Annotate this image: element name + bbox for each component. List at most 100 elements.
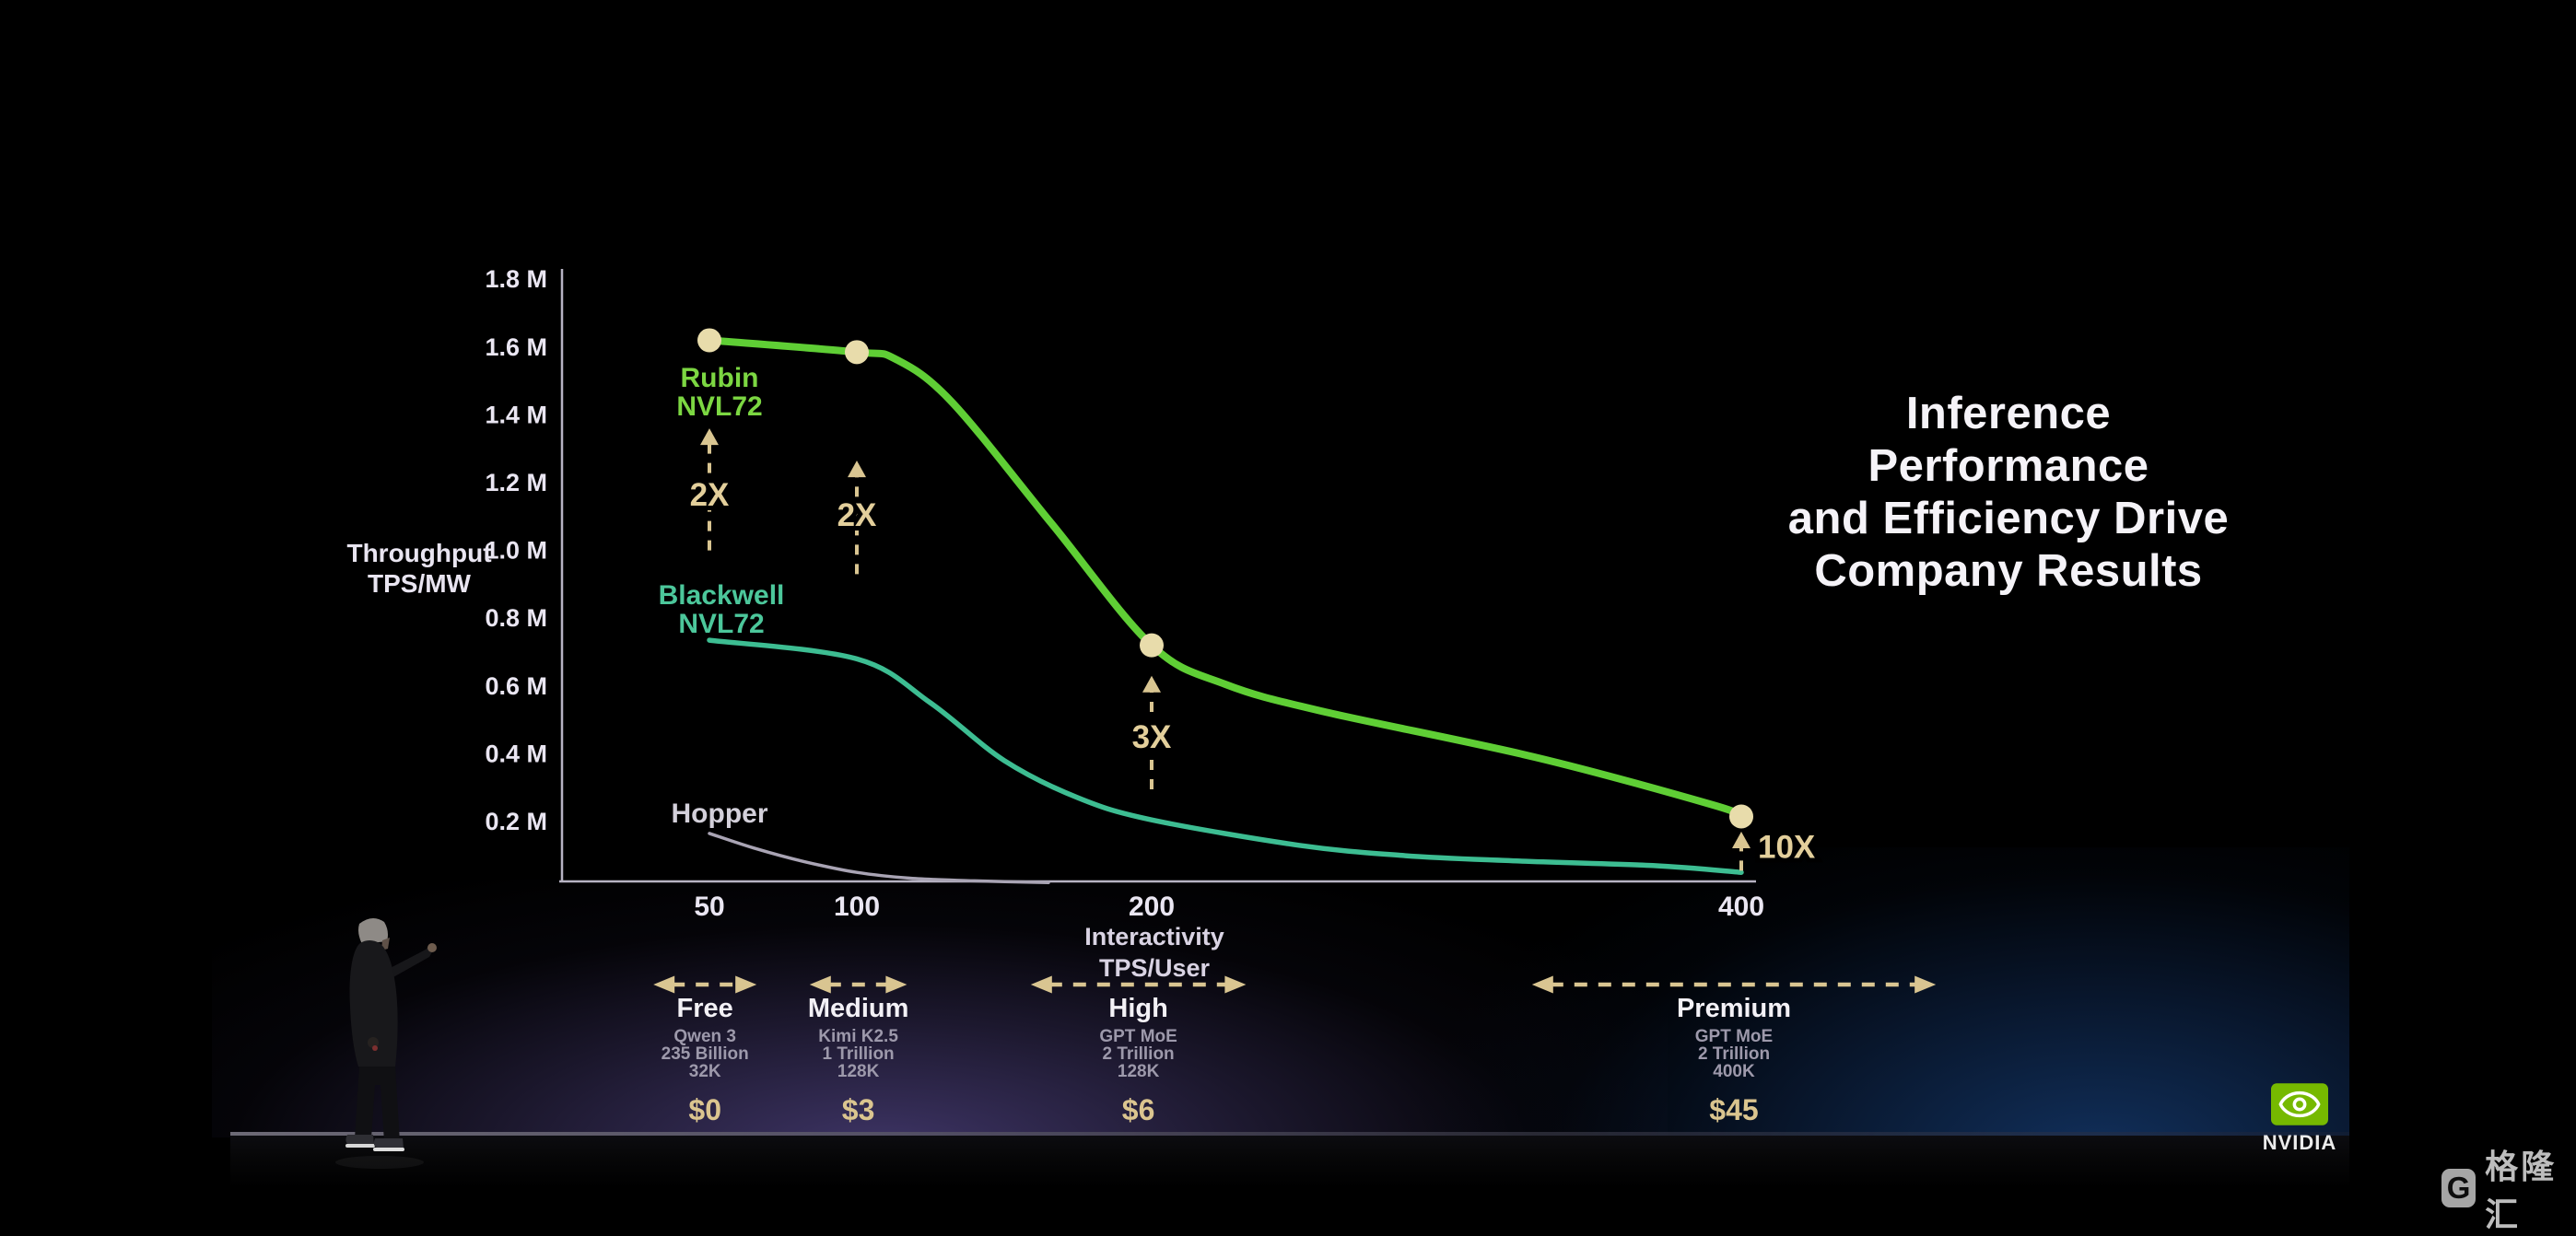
presenter-reflection [335, 1156, 424, 1169]
tier-name: Medium [807, 994, 909, 1023]
slide-title: Inference Performance and Efficiency Dri… [1774, 388, 2243, 598]
tier-price: $6 [1121, 1093, 1155, 1126]
tier-context: 128K [837, 1062, 880, 1081]
y-tick-label: 1.8 M [485, 265, 547, 293]
tier-details: GPT MoE 2 Trillion 400K [1577, 1028, 1891, 1080]
series-label-blackwell: NVL72 [678, 609, 764, 639]
tier-free: Free Qwen 3 235 Billion 32K $0 [548, 994, 861, 1127]
y-tick-label: 0.8 M [485, 604, 547, 632]
nvidia-logo: NVIDIA [2255, 1083, 2344, 1155]
presenter-shoe [373, 1138, 404, 1149]
tier-context: 32K [688, 1062, 721, 1081]
tier-name: High [1108, 994, 1168, 1023]
y-axis-title-line: Throughput [346, 539, 492, 567]
series-label-rubin: NVL72 [676, 391, 762, 422]
stage-glow-navy [1382, 847, 2349, 1137]
tier-params: 2 Trillion [1697, 1044, 1771, 1064]
y-tick-label: 1.6 M [485, 333, 547, 361]
series-line-rubin [706, 336, 1745, 821]
tier-model: Kimi K2.5 [818, 1027, 898, 1046]
series-line-blackwell [707, 637, 1744, 875]
y-tick-label: 1.4 M [485, 401, 547, 428]
gelonghui-logo-icon: G [2441, 1169, 2476, 1207]
data-point-marker [845, 340, 869, 365]
annotation-label: 3X [1132, 719, 1172, 755]
presenter-hand [427, 943, 437, 952]
tier-arrowhead-left [653, 975, 675, 994]
tier-details: Qwen 3 235 Billion 32K [548, 1028, 861, 1080]
tier-price: $3 [841, 1093, 875, 1126]
x-tick-label: 400 [1718, 892, 1764, 922]
series-line-hopper [708, 832, 1050, 884]
data-point-marker [1729, 804, 1753, 829]
annotation-label: 2X [837, 497, 877, 533]
nvidia-eye-icon [2271, 1083, 2328, 1125]
watermark: G 格隆汇 [2441, 1140, 2576, 1236]
tier-arrowhead-right [885, 975, 907, 994]
data-point-marker [1140, 633, 1164, 658]
x-tick-label: 200 [1129, 892, 1175, 922]
tier-context: 400K [1713, 1062, 1755, 1081]
slide-title-line: Inference Performance [1868, 389, 2149, 491]
nvidia-wordmark: NVIDIA [2262, 1131, 2337, 1154]
y-tick-label: 0.4 M [485, 740, 547, 767]
y-axis-title-line: TPS/MW [368, 569, 471, 598]
annotation-label: 10X [1758, 830, 1816, 866]
annotation-arrowhead [848, 461, 866, 478]
tier-details: GPT MoE 2 Trillion 128K [982, 1028, 1295, 1080]
series-label-blackwell: Blackwell [659, 580, 785, 611]
tier-arrowhead-right [735, 975, 757, 994]
tier-price: $45 [1709, 1093, 1759, 1126]
tier-name: Premium [1676, 994, 1792, 1023]
tier-arrowhead-left [809, 975, 831, 994]
tier-high: High GPT MoE 2 Trillion 128K $6 [982, 994, 1295, 1127]
x-tick-label: 100 [834, 892, 880, 922]
tier-details: Kimi K2.5 1 Trillion 128K [702, 1028, 1015, 1080]
tier-params: 2 Trillion [1102, 1044, 1175, 1064]
tier-price: $0 [688, 1093, 721, 1126]
presenter-silhouette [335, 917, 437, 1169]
tier-premium: Premium GPT MoE 2 Trillion 400K $45 [1577, 994, 1891, 1127]
tier-model: GPT MoE [1099, 1027, 1177, 1046]
series-label-rubin: Rubin [681, 363, 759, 393]
keynote-slide: { "slide": { "title_lines": ["Inference … [212, 265, 2555, 1233]
stage-floor [230, 1136, 2349, 1188]
tier-model: Qwen 3 [673, 1027, 736, 1046]
annotation-arrowhead [700, 428, 719, 446]
slide-title-line: and Efficiency Drive [1787, 494, 2230, 543]
x-tick-label: 50 [694, 892, 724, 922]
watermark-text: 格隆汇 [2485, 1148, 2558, 1233]
presenter-shoe-sole [373, 1148, 404, 1151]
y-tick-label: 1.0 M [485, 537, 547, 565]
y-axis-title: Throughput TPS/MW [272, 538, 567, 599]
presenter-hair [358, 917, 388, 944]
annotation-arrowhead [1732, 832, 1751, 849]
y-tick-label: 1.2 M [485, 469, 547, 496]
tier-arrowhead-right [1914, 975, 1937, 994]
tier-name: Free [676, 994, 733, 1023]
presenter-legs [355, 1067, 400, 1142]
performance-chart: 1.8 M 1.6 M 1.4 M 1.2 M 1.0 M 0.8 M 0.6 M 0.4 M… [335, 265, 1937, 1169]
x-axis-title-line: Interactivity [1084, 923, 1224, 950]
tier-arrowhead-left [1030, 975, 1052, 994]
presenter-left-hand [368, 1037, 379, 1048]
tier-arrowhead-left [1531, 975, 1553, 994]
presenter-shoe-sole [345, 1144, 375, 1148]
slide-title-line: Company Results [1814, 546, 2203, 596]
tier-medium: Medium Kimi K2.5 1 Trillion 128K $3 [702, 994, 1015, 1127]
presenter-arm [381, 943, 436, 982]
stage-edge-line [230, 1132, 2349, 1136]
y-tick-label: 0.6 M [485, 672, 547, 700]
tier-arrowhead-right [1224, 975, 1247, 994]
data-point-marker [697, 328, 721, 353]
presenter-shoe [345, 1135, 374, 1145]
x-axis-title: Interactivity TPS/User [1007, 921, 1302, 984]
presenter-jacket [349, 940, 398, 1067]
tier-model: GPT MoE [1694, 1027, 1774, 1046]
tier-params: 235 Billion [661, 1044, 749, 1064]
presenter-clicker [372, 1045, 378, 1051]
annotation-arrowhead [1142, 675, 1161, 693]
tier-params: 1 Trillion [822, 1044, 895, 1064]
tier-context: 128K [1117, 1062, 1160, 1081]
y-tick-label: 0.2 M [485, 808, 547, 835]
